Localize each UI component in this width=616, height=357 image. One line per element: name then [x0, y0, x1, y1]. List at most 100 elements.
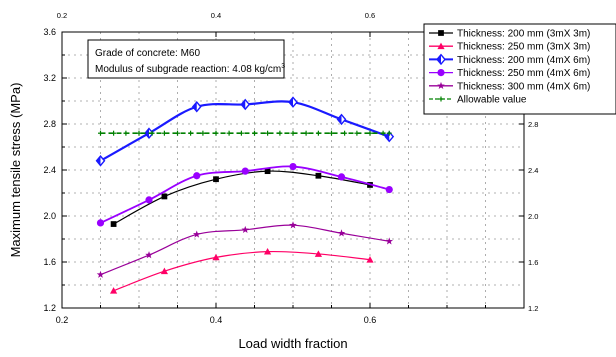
y-tick-label: 2.4: [43, 165, 56, 175]
annotation-superscript: 3: [281, 63, 285, 70]
y-tick-label: 1.6: [43, 257, 56, 267]
data-point: [161, 130, 167, 136]
legend-marker: [437, 81, 445, 90]
data-point: [96, 219, 105, 227]
data-point: [315, 172, 322, 179]
legend-label: Thickness: 250 mm (4mX 6m): [457, 68, 590, 79]
legend-frame: [423, 23, 616, 115]
y-tick-label: 2.0: [43, 211, 56, 221]
annotation-line-2: Modulus of subgrade reaction: 4.08 kg/cm…: [95, 63, 285, 75]
data-point: [161, 193, 168, 200]
data-point: [109, 287, 118, 294]
data-point: [95, 155, 106, 167]
data-point: [238, 130, 244, 136]
x-tick-label-top: 0.6: [365, 11, 375, 20]
data-point: [98, 130, 103, 136]
y-tick-label-right: 1.6: [528, 258, 538, 267]
annotation-line-2-text: Modulus of subgrade reaction: 4.08 kg/cm: [95, 64, 281, 75]
marker-fill: [96, 156, 101, 166]
legend-label: Thickness: 300 mm (4mX 6m): [457, 81, 590, 92]
data-point: [240, 98, 251, 111]
data-point: [149, 130, 155, 136]
marker-fill: [192, 102, 197, 112]
legend: Thickness: 200 mm (3mX 3m) Thickness: 250…: [423, 23, 616, 115]
data-point: [263, 248, 272, 255]
series-5: [96, 221, 394, 278]
legend-marker: [438, 96, 444, 102]
data-point: [354, 130, 360, 136]
data-point: [367, 130, 373, 136]
x-tick-label: 0.2: [56, 315, 69, 325]
y-tick-label: 3.6: [43, 27, 56, 37]
data-point: [342, 130, 348, 136]
data-point: [192, 230, 201, 238]
data-point: [160, 267, 169, 275]
y-tick-label-right: 2.0: [528, 212, 538, 221]
data-point: [290, 130, 296, 136]
data-point: [175, 130, 180, 136]
series-line: [100, 224, 390, 276]
x-tick-label-top: 0.2: [57, 11, 67, 20]
series-line: [100, 165, 390, 224]
data-point: [315, 130, 321, 136]
axes: 0.2 0.2 0.4 0.4 0.6 0.6 1.2 1.2 1.6 1.6 2.0 2.0 2.4 2…: [43, 11, 538, 325]
series-line: [99, 100, 390, 162]
data-point: [336, 113, 347, 126]
data-point: [386, 130, 392, 136]
data-point: [193, 172, 201, 180]
data-point: [212, 253, 220, 261]
data-point: [136, 130, 142, 136]
data-point: [277, 130, 283, 136]
data-point: [303, 130, 309, 136]
y-tick-label: 3.2: [43, 73, 56, 83]
data-point: [384, 130, 395, 143]
legend-label: Thickness: 250 mm (3mX 3m): [457, 42, 590, 53]
x-tick-label: 0.4: [210, 315, 223, 325]
marker-fill: [241, 99, 246, 110]
y-axis-title: Maximum tensile stress (MPa): [8, 83, 23, 258]
series-3: [95, 96, 395, 167]
data-point: [200, 130, 206, 136]
data-point: [123, 130, 129, 136]
y-tick-label: 1.2: [43, 303, 56, 313]
x-tick-label-top: 0.4: [211, 11, 221, 20]
series-6: [98, 130, 392, 136]
legend-label: Thickness: 200 mm (3mX 3m): [457, 29, 590, 40]
data-point: [241, 167, 249, 175]
data-point: [96, 270, 105, 278]
data-point: [213, 176, 219, 183]
data-point: [380, 130, 386, 136]
data-point: [252, 130, 257, 136]
annotation-box: Grade of concrete: M60 Modulus of subgra…: [87, 39, 285, 79]
data-point: [188, 130, 194, 136]
y-tick-label-right: 1.2: [528, 304, 538, 313]
annotation-line-1: Grade of concrete: M60: [95, 48, 200, 59]
data-point: [111, 130, 117, 136]
y-tick-label-right: 2.4: [528, 166, 538, 175]
x-axis-title: Load width fraction: [238, 336, 347, 351]
data-point: [265, 130, 271, 136]
data-point: [226, 130, 232, 136]
data-point: [289, 162, 297, 171]
series-2: [109, 248, 374, 294]
data-point: [329, 130, 334, 136]
legend-marker: [436, 53, 446, 66]
legend-marker: [437, 69, 445, 77]
annotation-frame: [87, 39, 285, 79]
data-point: [288, 96, 298, 108]
data-point: [145, 251, 153, 259]
series-layer: [95, 96, 395, 294]
data-point: [366, 256, 374, 263]
y-tick-label: 2.8: [43, 119, 56, 129]
legend-label: Thickness: 200 mm (4mX 6m): [457, 55, 590, 66]
legend-marker: [438, 30, 444, 36]
marker-fill: [385, 131, 390, 142]
legend-marker: [437, 42, 445, 50]
x-tick-label: 0.6: [364, 315, 377, 325]
series-4: [96, 162, 393, 227]
data-point: [337, 173, 346, 181]
data-point: [213, 130, 219, 136]
legend-label: Allowable value: [457, 95, 527, 106]
marker-fill: [437, 54, 441, 65]
